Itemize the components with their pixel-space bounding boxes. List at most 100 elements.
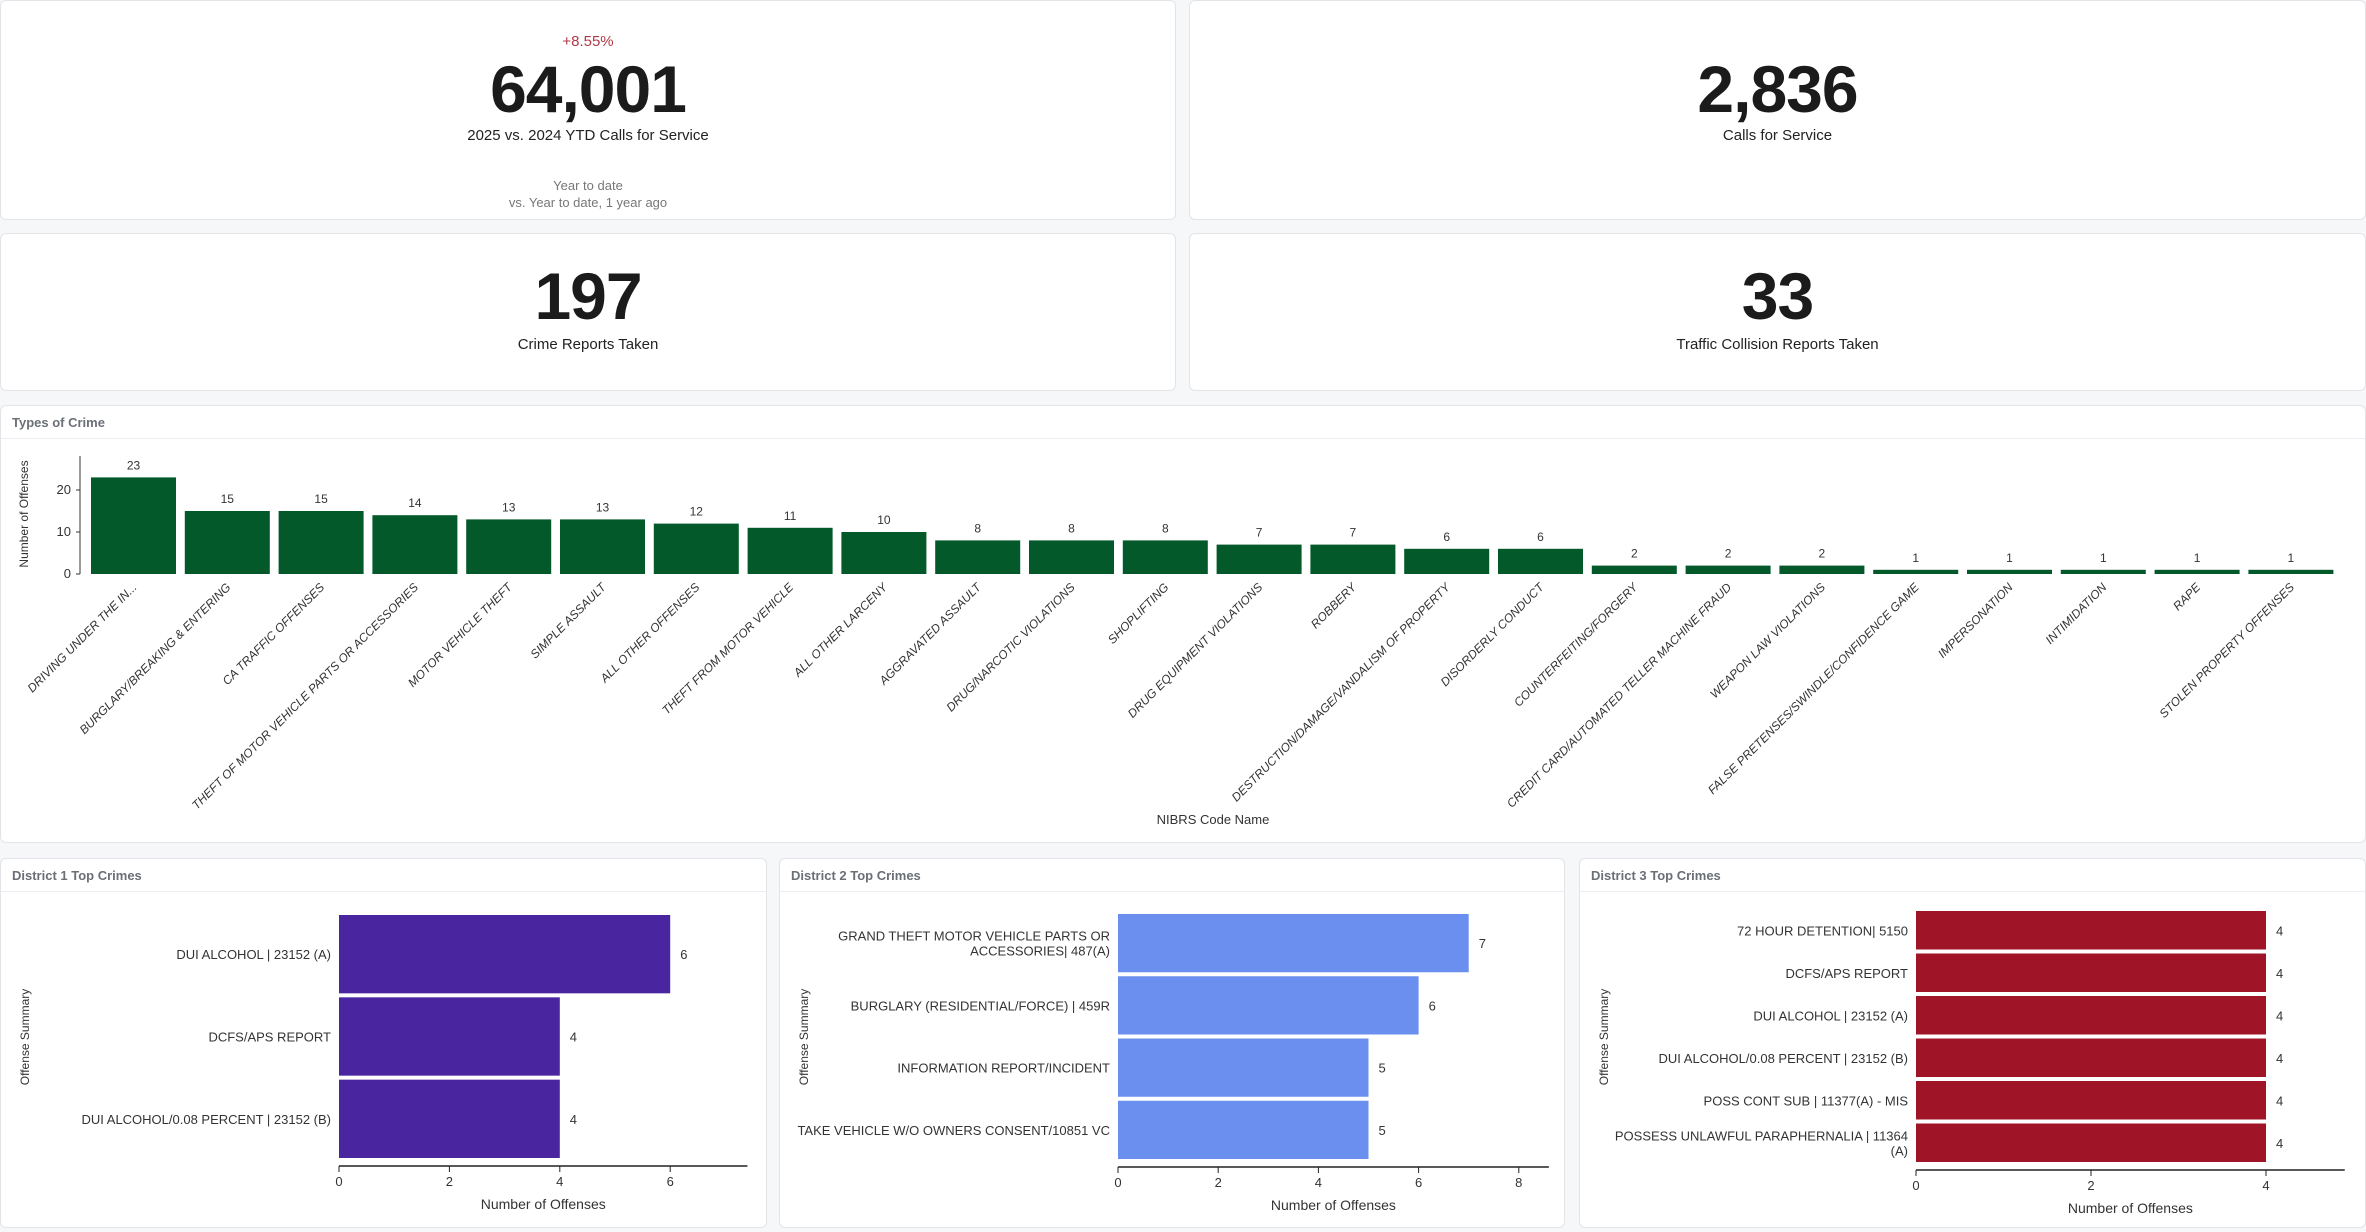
types-of-crime-card: Types of Crime 0 10 20 Number of Offenses 23… (0, 405, 2366, 843)
bar (1779, 565, 1865, 574)
y-tick-label: DCFS/APS REPORT (208, 1030, 331, 1045)
y-tick-label: POSSESS UNLAWFUL PARAPHERNALIA | 11364 (A… (1615, 1128, 1908, 1158)
x-tick-label: ALL OTHER OFFENSES (597, 580, 703, 686)
y-tick-label: 20 (57, 482, 71, 497)
bar-value-label: 8 (1162, 521, 1169, 535)
bar-value-label: 5 (1379, 1061, 1386, 1076)
x-tick-label: 2 (446, 1174, 453, 1189)
bar (560, 519, 645, 574)
kpi-card-collision-reports: 33 Traffic Collision Reports Taken (1189, 233, 2366, 391)
bar (1122, 540, 1208, 574)
x-tick-label: SIMPLE ASSAULT (528, 579, 610, 661)
bar (653, 523, 739, 574)
bar-value-label: 12 (690, 505, 704, 519)
bar-value-label: 4 (570, 1030, 577, 1045)
bar (747, 527, 833, 574)
x-tick-label: FALSE PRETENSES/SWINDLE/CONFIDENCE GAME (1705, 580, 1922, 797)
x-tick-label: DISORDERLY CONDUCT (1438, 579, 1548, 689)
bar (91, 477, 176, 574)
bar-value-label: 6 (1537, 530, 1544, 544)
bar (1118, 976, 1419, 1035)
bar (1029, 540, 1114, 574)
x-tick-label: 2 (2087, 1178, 2094, 1193)
bar (1916, 996, 2266, 1035)
x-tick-label: CA TRAFFIC OFFENSES (220, 580, 328, 688)
bar (1118, 914, 1469, 973)
bar-value-label: 13 (596, 500, 610, 514)
bar-value-label: 4 (2276, 1093, 2283, 1108)
bar-value-label: 4 (570, 1112, 577, 1127)
card-title: District 3 Top Crimes (1591, 868, 1721, 883)
bar-value-label: 14 (408, 496, 422, 510)
bar (1916, 1038, 2266, 1077)
x-tick-label: 0 (1114, 1175, 1121, 1190)
bar-value-label: 7 (1256, 526, 1263, 540)
y-tick-label: 0 (64, 566, 71, 581)
y-tick-label: POSS CONT SUB | 11377(A) - MIS (1704, 1093, 1909, 1108)
kpi-label: Calls for Service (1722, 127, 1833, 144)
bar (1873, 569, 1959, 574)
x-tick-label: RAPE (2170, 580, 2204, 614)
bar (1118, 1100, 1369, 1159)
kpi-card-crime-reports: 197 Crime Reports Taken (0, 233, 1176, 391)
district-3-chart: 4 72 HOUR DETENTION| 5150 4 DCFS/APS REPORT… (1597, 911, 2345, 1216)
bar (2248, 569, 2334, 574)
bar (339, 915, 671, 994)
x-tick-label: INTIMIDATION (2043, 580, 2110, 647)
y-axis-title: Number of Offenses (17, 460, 31, 567)
y-tick-label: DCFS/APS REPORT (1785, 966, 1908, 981)
bar-value-label: 4 (2276, 923, 2283, 938)
bar-value-label: 2 (1725, 547, 1732, 561)
card-title: District 2 Top Crimes (791, 868, 921, 883)
bar (184, 511, 270, 574)
bar (339, 997, 560, 1076)
district-1-chart: 6 DUI ALCOHOL | 23152 (A) 4 DCFS/APS REPORT… (18, 915, 748, 1212)
x-tick-label: CREDIT CARD/AUTOMATED TELLER MACHINE FRA… (1504, 580, 1734, 810)
bar-value-label: 6 (1429, 998, 1436, 1013)
bar-value-label: 4 (2276, 1008, 2283, 1023)
x-axis-title: Number of Offenses (1271, 1197, 1396, 1213)
y-tick-label: 10 (57, 524, 71, 539)
bar (1916, 1081, 2266, 1120)
district-2-chart: 7 GRAND THEFT MOTOR VEHICLE PARTS OR ACCES… (797, 914, 1549, 1213)
bar (1916, 953, 2266, 992)
district-1-card: District 1 Top Crimes 6 DUI ALCOHOL | 231… (0, 858, 767, 1228)
x-tick-label: ALL OTHER LARCENY (790, 580, 891, 681)
bar-value-label: 8 (974, 521, 981, 535)
x-axis-title: Number of Offenses (2068, 1200, 2193, 1216)
bar (1310, 544, 1396, 574)
kpi-label: 2025 vs. 2024 YTD Calls for Service (467, 127, 709, 144)
x-tick-label: DESTRUCTION/DAMAGE/VANDALISM OF PROPERTY (1229, 580, 1454, 805)
district-2-card: District 2 Top Crimes 7 GRAND THEFT MOTOR… (779, 858, 1565, 1228)
bar-value-label: 6 (680, 947, 687, 962)
bar (935, 540, 1021, 574)
x-axis-title: NIBRS Code Name (1157, 812, 1270, 827)
y-tick-label: GRAND THEFT MOTOR VEHICLE PARTS OR ACCESS… (838, 929, 1110, 959)
y-tick-label: INFORMATION REPORT/INCIDENT (897, 1061, 1110, 1076)
kpi-card-calls: 2,836 Calls for Service (1189, 0, 2366, 220)
bar-value-label: 2 (1819, 547, 1826, 561)
bar (1967, 569, 2052, 574)
x-tick-label: 8 (1515, 1175, 1522, 1190)
bar-value-label: 2 (1631, 547, 1638, 561)
x-tick-label: 0 (1912, 1178, 1919, 1193)
bar-value-label: 1 (2100, 551, 2107, 565)
x-tick-label: 2 (1215, 1175, 1222, 1190)
bar-value-label: 1 (1912, 551, 1919, 565)
card-title: District 1 Top Crimes (12, 868, 142, 883)
bar (1916, 1123, 2266, 1162)
bar-value-label: 1 (2006, 551, 2013, 565)
district-3-card: District 3 Top Crimes 4 72 HOUR DETENTION… (1579, 858, 2366, 1228)
x-tick-label: IMPERSONATION (1935, 580, 2016, 661)
bar-value-label: 13 (502, 500, 516, 514)
bar-value-label: 23 (127, 458, 141, 472)
bar-value-label: 8 (1068, 521, 1075, 535)
card-header: District 2 Top Crimes (780, 859, 1564, 892)
x-tick-label: 6 (1415, 1175, 1422, 1190)
kpi-value: 2,836 (1697, 52, 1858, 126)
bar (1916, 911, 2266, 950)
card-header: District 1 Top Crimes (1, 859, 766, 892)
x-tick-label: 4 (2262, 1178, 2269, 1193)
bar (2154, 569, 2240, 574)
y-tick-label: TAKE VEHICLE W/O OWNERS CONSENT/10851 VC (797, 1123, 1110, 1138)
